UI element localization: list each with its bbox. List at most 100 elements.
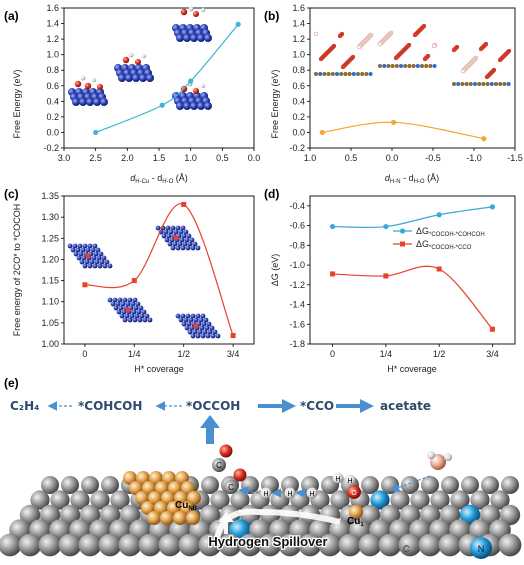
panel-label-a: (a) bbox=[4, 9, 19, 23]
grid-atom bbox=[87, 263, 93, 269]
grid-atom bbox=[104, 259, 110, 265]
water-atom bbox=[431, 43, 437, 49]
grid-atom bbox=[96, 255, 102, 261]
chart-b-ytick-label: 0.2 bbox=[292, 112, 305, 122]
grid-atom bbox=[124, 313, 130, 319]
reaction-flow: C₂H₄ *COHCOH *OCCOH *CCO acetate bbox=[10, 399, 431, 444]
spillover-curve bbox=[213, 508, 341, 546]
chart-c-xtick-label: 3/4 bbox=[227, 349, 240, 359]
chart-a-point bbox=[93, 129, 99, 136]
layer-atom bbox=[322, 72, 327, 76]
surface-atom bbox=[379, 504, 401, 526]
grid-atom bbox=[181, 321, 187, 327]
grid-atom bbox=[91, 255, 97, 261]
layer-atom bbox=[378, 64, 382, 68]
chart-a-point bbox=[235, 21, 241, 27]
surface-atom bbox=[470, 490, 490, 510]
legend-label-cohcoh: ΔG*COCOH-*COHCOH bbox=[416, 226, 485, 238]
chart-d-series-line-0 bbox=[332, 206, 493, 229]
grid-atom bbox=[170, 225, 176, 231]
layer-atom bbox=[386, 64, 391, 68]
surface-atom bbox=[110, 490, 130, 510]
label-carbon: C bbox=[403, 544, 410, 554]
chart-d-xtick-label: 1/2 bbox=[433, 349, 446, 359]
grid-atom bbox=[142, 317, 148, 323]
chart-c-point bbox=[230, 333, 236, 339]
layer-atom bbox=[473, 82, 477, 86]
grid-atom bbox=[185, 245, 191, 251]
surface-atom bbox=[430, 490, 450, 510]
grid-atom bbox=[215, 333, 221, 339]
surface-atom bbox=[358, 533, 382, 557]
chart-a-point bbox=[159, 102, 165, 108]
grid-atom bbox=[110, 301, 116, 307]
grid-atom bbox=[133, 305, 139, 311]
chart-c-ytick-label: 1.15 bbox=[41, 276, 59, 286]
chart-a-ytick-label: -0.2 bbox=[43, 143, 59, 153]
grid-atom bbox=[101, 255, 107, 261]
surface-atom bbox=[479, 504, 501, 526]
cu-nb-atom bbox=[173, 511, 187, 525]
grid-atom bbox=[184, 325, 190, 331]
grid-atom bbox=[117, 297, 123, 303]
grid-atom bbox=[175, 245, 181, 251]
chart-c-xlabel: H* coverage bbox=[134, 364, 184, 374]
grid-atom bbox=[78, 251, 84, 257]
grid-atom bbox=[169, 237, 175, 243]
surface-atom bbox=[338, 533, 362, 557]
layer-atom bbox=[411, 64, 416, 68]
chart-a-ytick-label: 1.0 bbox=[46, 50, 59, 60]
grid-atom bbox=[163, 229, 169, 235]
layer-atom bbox=[326, 72, 331, 76]
chart-d-series-line-1 bbox=[332, 265, 493, 330]
grid-atom bbox=[80, 247, 86, 253]
grid-atom bbox=[125, 301, 131, 307]
h-atom-4 bbox=[332, 472, 344, 484]
chart-a-point bbox=[188, 78, 194, 84]
grid-atom bbox=[81, 255, 87, 261]
cu-nb-atom bbox=[187, 491, 201, 505]
grid-atom bbox=[73, 251, 79, 257]
grid-atom bbox=[131, 309, 137, 315]
h-atom-3 bbox=[306, 487, 318, 499]
adsorbate-atom bbox=[193, 323, 199, 329]
adsorbate-atom bbox=[173, 235, 179, 241]
chart-c-point bbox=[82, 282, 88, 288]
chart-d-point-0 bbox=[489, 204, 496, 210]
grid-atom bbox=[122, 317, 128, 323]
atom-label-h2: H bbox=[287, 491, 292, 498]
grid-atom bbox=[192, 329, 198, 335]
grid-atom bbox=[119, 313, 125, 319]
flow-cohcoh: *COHCOH bbox=[78, 399, 142, 413]
surface-atom bbox=[278, 533, 302, 557]
layer-atom bbox=[314, 72, 318, 76]
grid-atom bbox=[129, 313, 135, 319]
surface-atom bbox=[119, 504, 141, 526]
chart-b-xtick-label: -1.0 bbox=[466, 153, 482, 163]
grid-atom bbox=[116, 309, 122, 315]
grid-atom bbox=[130, 301, 136, 307]
adsorbate-atom bbox=[85, 253, 91, 259]
label-hydrogen-spillover: Hydrogen Spillover bbox=[208, 534, 327, 549]
grid-atom bbox=[189, 237, 195, 243]
grid-atom bbox=[134, 313, 140, 319]
chart-c-ylabel: Free energy of 2CO* to *COCOH bbox=[12, 204, 22, 337]
surface-atom bbox=[281, 476, 299, 494]
grid-atom bbox=[102, 263, 108, 269]
surface-atom bbox=[41, 476, 59, 494]
layer-atom bbox=[477, 82, 482, 86]
water-atom bbox=[460, 68, 466, 74]
cu-atom bbox=[100, 98, 108, 106]
chart-b-ytick-label: 1.0 bbox=[292, 50, 305, 60]
atom-label-h3: H bbox=[309, 491, 314, 498]
grid-atom bbox=[178, 317, 184, 323]
chart-d-point-0 bbox=[436, 212, 442, 218]
chart-c-ytick-label: 1.10 bbox=[41, 297, 59, 307]
chart-a-xtick-label: 2.5 bbox=[89, 153, 102, 163]
grid-atom bbox=[179, 237, 185, 243]
grid-atom bbox=[94, 259, 100, 265]
cu-atom bbox=[204, 34, 212, 42]
surface-atom bbox=[410, 490, 430, 510]
grid-atom bbox=[206, 321, 212, 327]
surface-atom bbox=[481, 476, 499, 494]
